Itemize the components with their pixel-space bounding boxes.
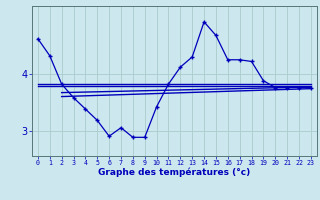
X-axis label: Graphe des températures (°c): Graphe des températures (°c) (98, 168, 251, 177)
